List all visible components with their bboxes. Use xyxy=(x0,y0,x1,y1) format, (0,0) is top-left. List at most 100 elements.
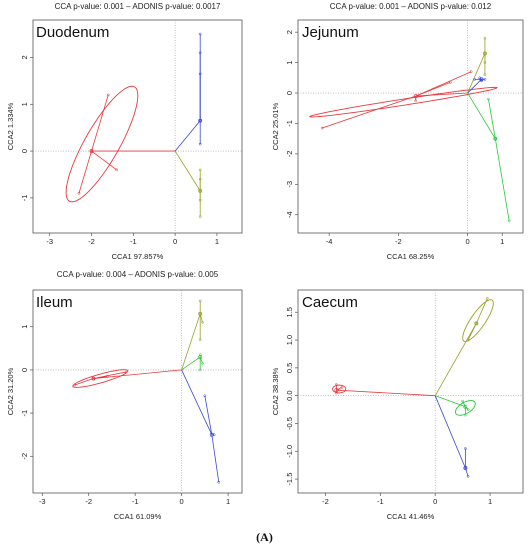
x-tick-label: -3 xyxy=(46,237,53,246)
y-tick-label: 0 xyxy=(285,91,294,95)
series-group xyxy=(467,76,487,94)
series-group xyxy=(309,70,498,130)
group-centroid xyxy=(198,118,203,123)
biplot-arrow xyxy=(181,356,201,371)
data-point xyxy=(448,81,452,84)
x-axis-label: CCA1 41.46% xyxy=(387,512,435,521)
data-point xyxy=(217,480,221,484)
spider-segment xyxy=(475,298,488,324)
data-point xyxy=(487,97,490,101)
data-point xyxy=(201,321,204,324)
data-point xyxy=(77,191,81,195)
x-axis-label: CCA1 68.25% xyxy=(387,252,435,261)
data-point xyxy=(106,93,110,97)
data-point xyxy=(483,77,487,81)
biplot-arrow xyxy=(174,150,201,192)
data-point xyxy=(198,353,202,357)
panel-ileum: CCA p-value: 0.004 – ADONIS p-value: 0.0… xyxy=(6,270,243,521)
series-group xyxy=(434,395,470,478)
series-group xyxy=(174,32,203,152)
spider-segment xyxy=(93,375,108,379)
x-tick-label: 1 xyxy=(500,237,504,246)
y-axis-label: CCA2 1.334% xyxy=(6,102,15,150)
y-tick-label: 0 xyxy=(20,149,29,153)
panel-title: CCA p-value: 0.001 – ADONIS p-value: 0.0… xyxy=(330,2,492,11)
series-group xyxy=(181,353,204,372)
biplot-arrow xyxy=(467,79,482,94)
group-centroid xyxy=(198,311,203,316)
y-tick-label: 0.0 xyxy=(285,390,294,400)
data-point xyxy=(414,99,418,102)
data-point xyxy=(461,399,464,403)
data-point xyxy=(198,177,202,181)
biplot-arrow xyxy=(434,395,466,469)
series-group xyxy=(72,369,182,388)
data-point xyxy=(198,51,202,55)
data-point xyxy=(198,299,202,303)
group-centroid xyxy=(91,376,96,381)
data-point xyxy=(105,375,109,378)
y-tick-label: -0.5 xyxy=(285,417,294,430)
confidence-ellipse xyxy=(332,384,347,394)
spider-segment xyxy=(78,150,92,194)
data-point xyxy=(201,362,204,365)
confidence-ellipse xyxy=(309,86,498,118)
x-tick-label: -2 xyxy=(322,497,329,506)
biplot-arrow xyxy=(336,389,436,397)
data-point xyxy=(493,137,497,141)
y-tick-label: -1.0 xyxy=(285,445,294,458)
series-group xyxy=(467,92,511,223)
x-tick-label: -1 xyxy=(132,497,139,506)
biplot-arrow xyxy=(181,369,213,435)
group-centroid xyxy=(493,136,498,141)
data-point xyxy=(473,77,476,81)
y-tick-label: -2 xyxy=(20,453,29,460)
series-group xyxy=(434,296,494,396)
y-axis-label: CCA2 31.20% xyxy=(6,367,15,415)
series-group xyxy=(174,150,203,218)
x-tick-label: 0 xyxy=(466,237,470,246)
series-group xyxy=(332,383,436,397)
y-tick-label: 1.0 xyxy=(285,335,294,345)
figure-caption: (A) xyxy=(256,530,273,544)
data-point xyxy=(90,149,93,153)
x-tick-label: -1 xyxy=(130,237,137,246)
data-point xyxy=(198,32,202,36)
y-tick-label: 2 xyxy=(285,30,294,34)
data-point xyxy=(320,126,324,130)
x-tick-label: 1 xyxy=(215,237,219,246)
panel-name: Jejunum xyxy=(302,24,359,41)
x-tick-label: -3 xyxy=(39,497,46,506)
data-point xyxy=(466,408,470,411)
data-point xyxy=(485,296,489,300)
y-tick-label: -4 xyxy=(285,211,294,218)
data-layer xyxy=(332,296,494,478)
y-tick-label: -1 xyxy=(285,120,294,127)
y-tick-label: 0.5 xyxy=(285,363,294,373)
spider-segment xyxy=(91,150,117,171)
data-point xyxy=(198,142,202,146)
panel-name: Caecum xyxy=(302,294,358,311)
group-centroid xyxy=(479,77,484,82)
y-tick-label: -2 xyxy=(285,151,294,158)
spider-segment xyxy=(465,406,469,410)
y-tick-label: 1 xyxy=(20,325,29,329)
series-group xyxy=(181,299,204,371)
group-centroid xyxy=(463,404,468,409)
y-tick-label: 1 xyxy=(285,61,294,65)
y-tick-label: 2 xyxy=(20,55,29,59)
data-point xyxy=(340,385,344,389)
data-point xyxy=(198,72,202,76)
y-tick-label: -1 xyxy=(20,195,29,202)
spider-segment xyxy=(322,95,416,129)
data-point xyxy=(198,338,202,342)
data-point xyxy=(507,219,511,223)
panel-duodenum: CCA p-value: 0.001 – ADONIS p-value: 0.0… xyxy=(6,2,243,261)
panel-title: CCA p-value: 0.004 – ADONIS p-value: 0.0… xyxy=(57,270,219,279)
data-point xyxy=(483,36,487,40)
biplot-arrow xyxy=(467,53,486,94)
panel-name: Duodenum xyxy=(36,24,109,41)
group-centroid xyxy=(89,149,94,154)
group-centroid xyxy=(209,432,214,437)
